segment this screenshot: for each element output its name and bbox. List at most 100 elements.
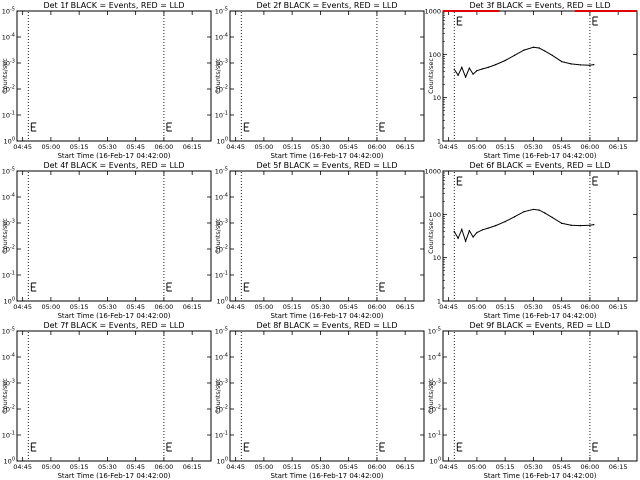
events-data-point bbox=[532, 46, 535, 49]
x-tick-label: 05:00 bbox=[42, 303, 61, 311]
plot-frame bbox=[16, 330, 212, 462]
y-tick-label: 10-2 bbox=[2, 245, 15, 254]
x-tick-label: 06:15 bbox=[396, 303, 415, 311]
events-data-point bbox=[504, 220, 506, 223]
y-tick-label: 100 bbox=[217, 457, 228, 466]
y-tick-label: 1 bbox=[437, 138, 441, 146]
y-tick-label: 100 bbox=[217, 137, 228, 146]
chart-panel: Det 2f BLACK = Events, RED = LLD 04:45 05:… bbox=[214, 1, 425, 160]
x-tick-label: 05:45 bbox=[552, 143, 571, 151]
y-axis-label: Counts/sec bbox=[1, 378, 9, 414]
event-marker-glyph bbox=[379, 282, 385, 292]
x-tick-label: 04:45 bbox=[226, 463, 245, 471]
x-tick-label: 06:15 bbox=[396, 143, 415, 151]
events-data-point bbox=[538, 47, 540, 49]
chart-title: Det 7f BLACK = Events, RED = LLD bbox=[43, 321, 184, 330]
y-tick-label: 10-1 bbox=[2, 271, 15, 280]
x-axis-label: Start Time (16-Feb-17 04:42:00) bbox=[483, 472, 596, 480]
events-data-point bbox=[468, 229, 471, 232]
x-tick-label: 06:15 bbox=[183, 303, 202, 311]
x-tick-label: 06:00 bbox=[155, 303, 174, 311]
events-data-point bbox=[523, 49, 525, 51]
x-axis-label: Start Time (16-Feb-17 04:42:00) bbox=[57, 152, 170, 160]
events-data-point bbox=[504, 59, 506, 62]
y-tick-label: 10-5 bbox=[215, 7, 228, 16]
y-tick-label: 10-4 bbox=[215, 193, 228, 202]
y-axis-label: Counts/sec bbox=[1, 58, 9, 94]
x-tick-label: 05:00 bbox=[42, 463, 61, 471]
y-tick-label: 10-2 bbox=[215, 245, 228, 254]
y-tick-label: 10-2 bbox=[428, 405, 441, 414]
chart-panel: Det 6f BLACK = Events, RED = LLD 04:45 05:… bbox=[424, 161, 638, 320]
y-axis-label: Counts/sec bbox=[427, 218, 435, 254]
events-data-point bbox=[457, 74, 459, 76]
x-tick-label: 06:00 bbox=[368, 303, 387, 311]
y-tick-label: 10-4 bbox=[2, 33, 15, 42]
y-tick-label: 10-4 bbox=[2, 193, 15, 202]
events-data-point bbox=[495, 63, 497, 66]
events-data-point bbox=[453, 68, 456, 71]
event-marker-glyph bbox=[592, 176, 598, 186]
y-tick-label: 100 bbox=[4, 137, 15, 146]
y-tick-label: 1 bbox=[437, 298, 441, 306]
events-data-point bbox=[551, 54, 553, 56]
x-tick-label: 05:15 bbox=[496, 143, 515, 151]
x-tick-label: 06:15 bbox=[609, 303, 628, 311]
plot-frame bbox=[442, 330, 638, 462]
y-tick-label: 10-5 bbox=[428, 327, 441, 336]
x-tick-label: 05:30 bbox=[311, 303, 330, 311]
x-tick-label: 05:00 bbox=[468, 143, 487, 151]
y-tick-label: 10-5 bbox=[2, 167, 15, 176]
events-data-point bbox=[592, 63, 595, 66]
x-tick-label: 05:15 bbox=[496, 303, 515, 311]
x-tick-label: 04:45 bbox=[226, 143, 245, 151]
x-tick-label: 05:30 bbox=[524, 463, 543, 471]
events-data-point bbox=[589, 64, 591, 66]
events-data-point bbox=[592, 223, 595, 226]
y-tick-label: 10-2 bbox=[2, 85, 15, 94]
event-marker-glyph bbox=[30, 442, 37, 452]
plot-frame bbox=[16, 170, 212, 302]
x-tick-label: 05:15 bbox=[70, 463, 89, 471]
events-data-point bbox=[538, 209, 540, 211]
chart-title: Det 6f BLACK = Events, RED = LLD bbox=[469, 161, 610, 170]
x-tick-label: 05:00 bbox=[255, 303, 274, 311]
event-marker-glyph bbox=[30, 282, 37, 292]
chart-title: Det 3f BLACK = Events, RED = LLD bbox=[469, 1, 610, 10]
x-axis-label: Start Time (16-Feb-17 04:42:00) bbox=[483, 312, 596, 320]
chart-panel: Det 7f BLACK = Events, RED = LLD 04:45 05:… bbox=[1, 321, 212, 480]
x-tick-label: 04:45 bbox=[439, 143, 458, 151]
x-tick-label: 06:00 bbox=[155, 143, 174, 151]
y-tick-label: 10-1 bbox=[215, 271, 228, 280]
y-tick-label: 10-1 bbox=[428, 431, 441, 440]
x-tick-label: 06:15 bbox=[609, 463, 628, 471]
events-data-point bbox=[472, 236, 474, 238]
events-data-point bbox=[589, 224, 591, 226]
events-data-point bbox=[464, 240, 467, 242]
x-axis-label: Start Time (16-Feb-17 04:42:00) bbox=[270, 312, 383, 320]
x-tick-label: 05:00 bbox=[255, 143, 274, 151]
event-marker-glyph bbox=[166, 442, 172, 452]
event-marker-glyph bbox=[243, 442, 250, 452]
y-tick-label: 10-3 bbox=[215, 379, 228, 388]
x-tick-label: 04:45 bbox=[226, 303, 245, 311]
x-tick-label: 06:15 bbox=[396, 463, 415, 471]
chart-panel: Det 3f BLACK = Events, RED = LLD 04:45 05:… bbox=[424, 1, 638, 160]
x-tick-label: 05:45 bbox=[552, 303, 571, 311]
x-tick-label: 04:45 bbox=[439, 303, 458, 311]
x-tick-label: 04:45 bbox=[13, 463, 32, 471]
x-tick-label: 06:00 bbox=[368, 143, 387, 151]
x-tick-label: 04:45 bbox=[439, 463, 458, 471]
events-data-point bbox=[487, 66, 489, 69]
x-tick-label: 06:00 bbox=[581, 143, 600, 151]
x-tick-label: 06:15 bbox=[183, 463, 202, 471]
x-tick-label: 04:45 bbox=[13, 303, 32, 311]
y-tick-label: 10-2 bbox=[2, 405, 15, 414]
y-tick-label: 100 bbox=[217, 297, 228, 306]
x-tick-label: 05:15 bbox=[283, 303, 302, 311]
x-axis-label: Start Time (16-Feb-17 04:42:00) bbox=[57, 312, 170, 320]
chart-panel: Det 8f BLACK = Events, RED = LLD 04:45 05:… bbox=[214, 321, 425, 480]
x-axis-label: Start Time (16-Feb-17 04:42:00) bbox=[270, 472, 383, 480]
y-axis-label: Counts/sec bbox=[1, 218, 9, 254]
y-tick-label: 10-5 bbox=[2, 7, 15, 16]
